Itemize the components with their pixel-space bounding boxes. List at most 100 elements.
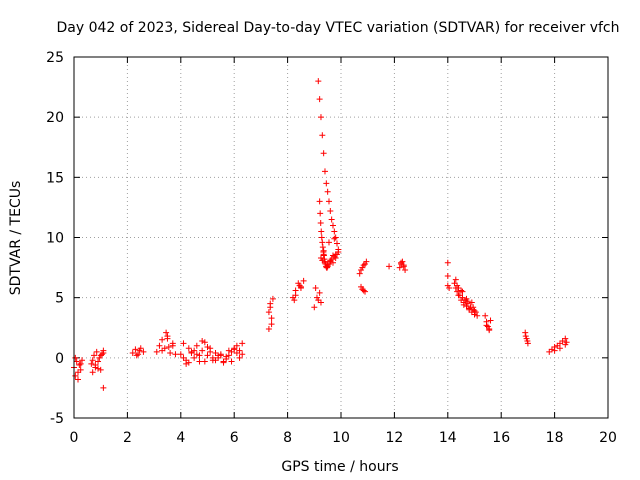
data-point bbox=[188, 350, 195, 357]
data-point bbox=[296, 282, 303, 289]
data-point bbox=[317, 220, 324, 227]
data-point bbox=[72, 354, 79, 361]
data-point bbox=[129, 350, 136, 357]
data-point bbox=[167, 350, 174, 357]
data-point bbox=[233, 342, 240, 349]
data-point bbox=[332, 234, 339, 241]
data-point bbox=[292, 292, 299, 299]
data-point bbox=[318, 234, 325, 241]
data-point bbox=[455, 292, 462, 299]
axis-ticks: 0 2 4 6 8 10 12 14 16 18 20 -5 0 5 10 15 20 25 bbox=[46, 50, 617, 446]
data-point bbox=[164, 335, 171, 342]
data-point bbox=[331, 235, 338, 242]
data-point bbox=[317, 114, 324, 121]
data-point bbox=[311, 304, 318, 311]
data-point bbox=[223, 353, 230, 360]
data-point bbox=[317, 210, 324, 217]
data-point bbox=[312, 285, 319, 292]
data-point bbox=[319, 244, 326, 251]
data-point bbox=[316, 289, 323, 296]
data-point bbox=[228, 358, 235, 365]
data-point bbox=[268, 315, 275, 322]
data-point bbox=[88, 360, 95, 367]
data-point bbox=[95, 358, 102, 365]
data-point bbox=[459, 288, 466, 295]
data-point bbox=[135, 351, 142, 358]
data-point bbox=[321, 168, 328, 175]
x-tick-label: 6 bbox=[230, 430, 239, 446]
x-tick-label: 18 bbox=[546, 430, 564, 446]
data-point bbox=[332, 251, 339, 258]
y-tick-label: 10 bbox=[46, 231, 64, 247]
data-point bbox=[454, 282, 461, 289]
data-point bbox=[165, 344, 172, 351]
data-point bbox=[318, 228, 325, 235]
data-point bbox=[239, 340, 246, 347]
data-point bbox=[300, 277, 307, 284]
data-point bbox=[75, 369, 82, 376]
data-point bbox=[356, 270, 363, 277]
data-point bbox=[199, 347, 206, 354]
data-point bbox=[487, 317, 494, 324]
data-point bbox=[215, 352, 222, 359]
x-tick-label: 4 bbox=[176, 430, 185, 446]
data-point bbox=[522, 333, 529, 340]
data-point bbox=[360, 262, 367, 269]
data-point bbox=[180, 340, 187, 347]
x-axis-label: GPS time / hours bbox=[281, 459, 398, 475]
data-point bbox=[316, 198, 323, 205]
data-point bbox=[319, 239, 326, 246]
data-point bbox=[180, 354, 187, 361]
data-point bbox=[207, 348, 214, 355]
data-point bbox=[482, 312, 489, 319]
data-point bbox=[204, 352, 211, 359]
data-point bbox=[562, 335, 569, 342]
data-point bbox=[201, 339, 208, 346]
data-point bbox=[225, 347, 232, 354]
data-point bbox=[77, 360, 84, 367]
data-point bbox=[472, 309, 479, 316]
x-tick-label: 20 bbox=[599, 430, 617, 446]
data-point bbox=[402, 266, 409, 273]
data-point bbox=[185, 359, 192, 366]
data-point bbox=[400, 262, 407, 269]
data-point bbox=[466, 305, 473, 312]
plot-frame bbox=[73, 56, 609, 419]
data-point bbox=[327, 208, 334, 215]
data-point bbox=[132, 346, 139, 353]
x-tick-label: 12 bbox=[385, 430, 403, 446]
y-tick-label: 0 bbox=[55, 351, 64, 367]
data-point bbox=[324, 188, 331, 195]
data-point bbox=[75, 376, 82, 383]
data-point bbox=[140, 348, 147, 355]
data-point bbox=[362, 288, 369, 295]
data-point bbox=[239, 351, 246, 358]
data-point bbox=[100, 384, 107, 391]
grid-lines bbox=[74, 57, 608, 418]
data-point bbox=[316, 96, 323, 103]
data-point bbox=[199, 337, 206, 344]
data-point bbox=[265, 309, 272, 316]
data-point bbox=[196, 352, 203, 359]
y-axis-label: SDTVAR / TECUs bbox=[8, 181, 24, 296]
data-point bbox=[177, 351, 184, 358]
data-point bbox=[89, 357, 96, 364]
data-point bbox=[551, 347, 558, 354]
data-point bbox=[320, 247, 327, 254]
x-tick-label: 8 bbox=[283, 430, 292, 446]
data-point bbox=[217, 351, 224, 358]
data-point bbox=[297, 283, 304, 290]
data-point bbox=[231, 346, 238, 353]
data-point bbox=[233, 350, 240, 357]
data-points bbox=[71, 78, 570, 391]
data-point bbox=[191, 354, 198, 361]
data-point bbox=[97, 366, 104, 373]
y-tick-label: 25 bbox=[46, 50, 64, 66]
data-point bbox=[474, 312, 481, 319]
data-point bbox=[73, 358, 80, 365]
data-point bbox=[524, 337, 531, 344]
data-point bbox=[470, 304, 477, 311]
data-point bbox=[446, 285, 453, 292]
data-point bbox=[444, 273, 451, 280]
data-point bbox=[486, 327, 493, 334]
